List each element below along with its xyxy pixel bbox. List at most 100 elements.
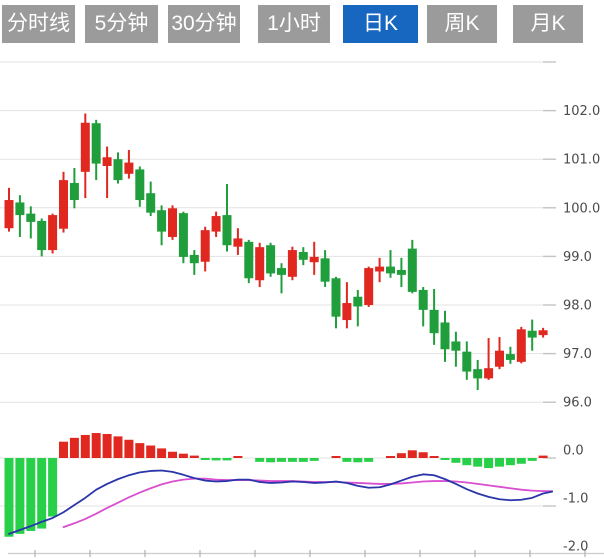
macd-bar: [440, 458, 450, 460]
macd-bar: [178, 453, 188, 458]
candle: [484, 338, 494, 380]
candle: [516, 326, 526, 364]
svg-text:0.0: 0.0: [563, 444, 584, 459]
macd-bar: [91, 433, 101, 458]
macd-bar: [222, 458, 232, 461]
candle: [178, 211, 188, 264]
candle: [375, 257, 385, 283]
macd-bar: [429, 456, 439, 458]
macd-bar: [331, 456, 341, 458]
macd-bar: [26, 458, 36, 531]
macd-bar: [298, 458, 308, 462]
tab-1hour[interactable]: 1小时: [258, 5, 330, 43]
candle: [59, 171, 68, 233]
macd-bar: [102, 434, 112, 458]
macd-bar: [364, 458, 374, 462]
macd-bar: [255, 458, 265, 462]
tab-timeline[interactable]: 分时线: [2, 5, 75, 43]
macd-bar: [342, 458, 352, 462]
dea-line: [62, 477, 553, 529]
dif-line: [8, 469, 553, 535]
candle: [505, 346, 515, 364]
svg-text:-1.0: -1.0: [563, 492, 588, 507]
macd-bar: [407, 450, 417, 458]
macd-bar: [59, 441, 68, 458]
svg-text:-2.0: -2.0: [563, 540, 588, 555]
candle: [353, 289, 363, 327]
macd-bar: [157, 448, 167, 458]
macd-bar: [353, 458, 363, 463]
svg-text:102.0: 102.0: [563, 104, 600, 119]
macd-bar: [527, 458, 537, 461]
candle: [222, 183, 232, 252]
svg-text:98.0: 98.0: [563, 299, 592, 314]
macd-bar: [113, 436, 123, 458]
candle: [538, 327, 548, 338]
candle: [157, 205, 167, 246]
macd-bar: [505, 458, 515, 466]
candle: [244, 239, 254, 284]
svg-text:97.0: 97.0: [563, 347, 592, 362]
candle: [527, 319, 537, 351]
macd-bar: [168, 451, 177, 458]
tab-daily-k[interactable]: 日K: [343, 5, 418, 43]
tab-30min[interactable]: 30分钟: [168, 5, 240, 43]
macd-bar: [396, 453, 406, 458]
macd-bar: [48, 458, 58, 517]
candle: [451, 331, 461, 367]
candle: [287, 246, 297, 281]
candle: [298, 247, 308, 266]
macd-bar: [15, 458, 25, 534]
tab-monthly-k[interactable]: 月K: [513, 5, 583, 43]
macd-bar: [146, 445, 156, 458]
period-tabbar: 分时线 5分钟 30分钟 1小时 日K 周K 月K: [0, 0, 604, 48]
macd-bar: [200, 458, 210, 460]
macd-bar: [37, 458, 47, 529]
svg-text:101.0: 101.0: [563, 153, 600, 168]
macd-bar: [189, 455, 199, 458]
candle: [80, 113, 90, 199]
macd-bar: [69, 437, 79, 458]
macd-bar: [80, 434, 90, 458]
candle: [342, 282, 352, 329]
svg-text:96.0: 96.0: [563, 396, 592, 411]
candle: [15, 195, 25, 237]
candle: [124, 149, 134, 179]
svg-text:99.0: 99.0: [563, 250, 592, 265]
candle: [495, 337, 504, 370]
tab-5min[interactable]: 5分钟: [85, 5, 158, 43]
macd-bar: [233, 456, 243, 458]
macd-bar: [495, 458, 504, 467]
macd-bar: [451, 458, 461, 463]
macd-bar: [124, 439, 134, 458]
candle: [91, 119, 101, 181]
macd-bar: [418, 452, 428, 458]
candle: [233, 228, 243, 255]
macd-bar: [211, 458, 221, 461]
time-axis: [8, 550, 604, 557]
candle: [309, 241, 319, 275]
candle: [407, 239, 417, 294]
macd-bar: [516, 458, 526, 464]
price-axis-labels: 102.0 101.0 100.0 99.0 98.0 97.0 96.0: [563, 104, 600, 411]
tab-weekly-k[interactable]: 周K: [427, 5, 497, 43]
macd-bar: [277, 458, 286, 462]
candle: [277, 263, 286, 294]
macd-bar: [4, 458, 14, 537]
candle: [113, 152, 123, 184]
candle: [462, 341, 472, 380]
macd-histogram: [4, 433, 548, 537]
candle: [320, 250, 330, 288]
candle: [386, 250, 395, 278]
macd-bar: [309, 458, 319, 461]
candle: [102, 146, 112, 199]
candlesticks: [4, 113, 548, 391]
candle: [429, 288, 439, 345]
macd-bar: [473, 458, 483, 467]
macd-bar: [135, 443, 145, 458]
candle: [26, 206, 36, 239]
candle: [396, 257, 406, 288]
